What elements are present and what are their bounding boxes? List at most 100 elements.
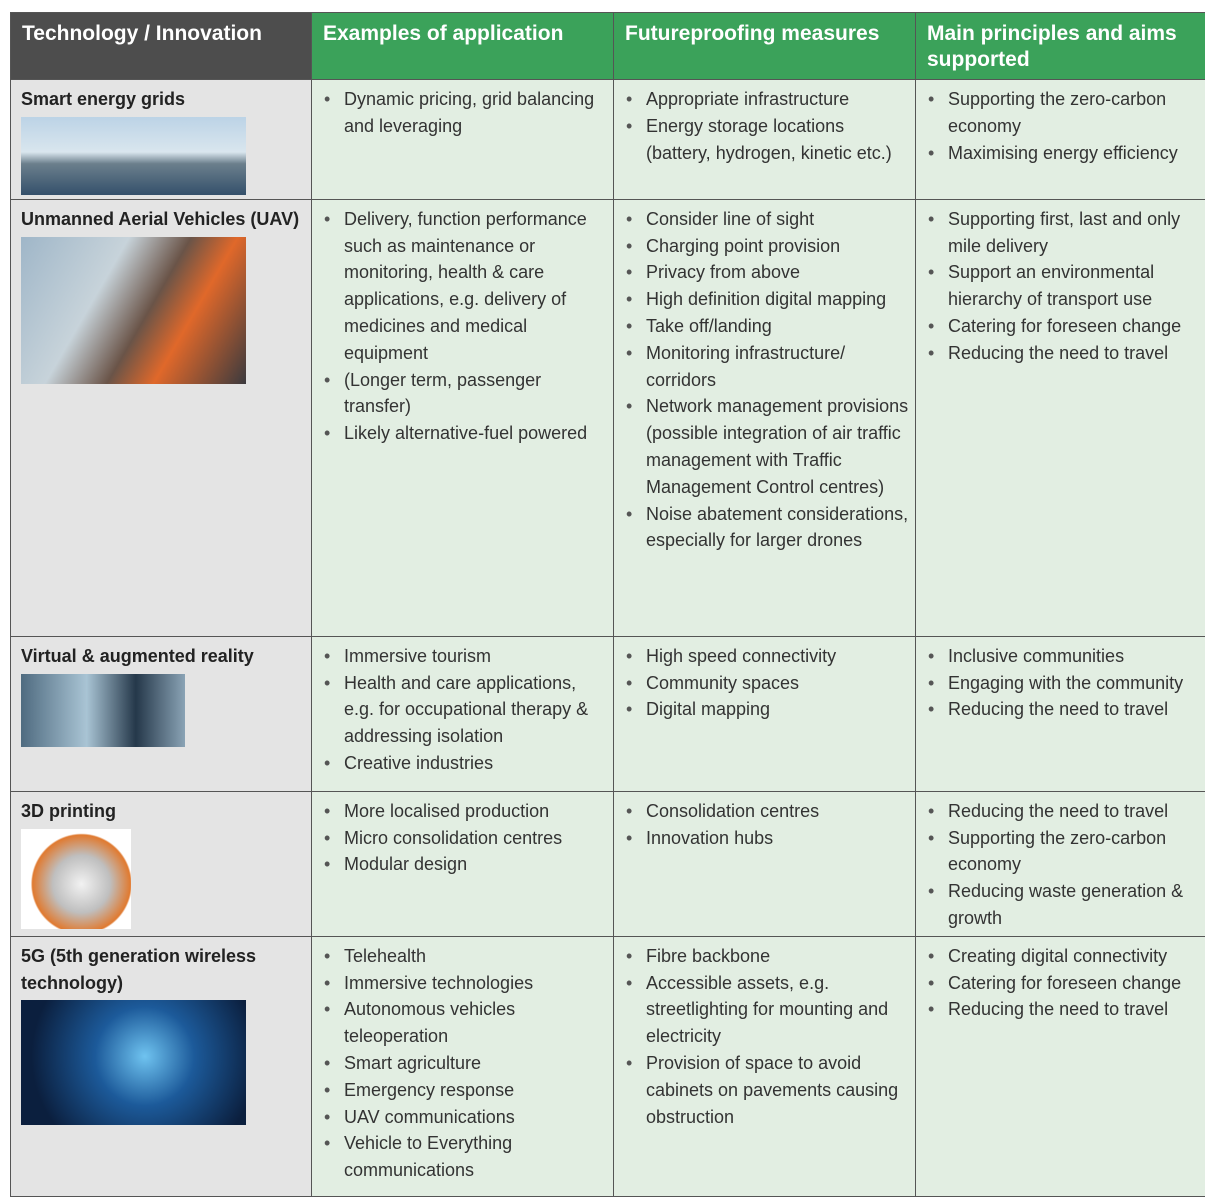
technology-name: Unmanned Aerial Vehicles (UAV) — [21, 206, 305, 233]
table-row: Smart energy grids Dynamic pricing, grid … — [11, 80, 1205, 200]
header-cell: Technology / Innovation — [11, 13, 312, 80]
list-item: Consolidation centres — [646, 798, 909, 825]
list-item: Likely alternative-fuel powered — [344, 420, 607, 447]
list-item: Monitoring infrastructure/ corridors — [646, 340, 909, 394]
list-item: Engaging with the community — [948, 670, 1199, 697]
list-item: Supporting the zero-carbon economy — [948, 825, 1199, 879]
principles-list: Creating digital connectivityCatering fo… — [926, 943, 1199, 1023]
table-row: 5G (5th generation wireless technology)T… — [11, 936, 1205, 1196]
list-item: High definition digital mapping — [646, 286, 909, 313]
list-item: Smart agriculture — [344, 1050, 607, 1077]
examples-list: Delivery, function performance such as m… — [322, 206, 607, 447]
list-item: Micro consolidation centres — [344, 825, 607, 852]
principles-cell: Supporting the zero-carbon economyMaximi… — [916, 80, 1205, 200]
technology-cell: 3D printing — [11, 791, 312, 936]
principles-cell: Supporting first, last and only mile del… — [916, 199, 1205, 636]
examples-cell: TelehealthImmersive technologiesAutonomo… — [312, 936, 614, 1196]
list-item: (Longer term, passenger transfer) — [344, 367, 607, 421]
technology-cell: Smart energy grids — [11, 80, 312, 200]
list-item: Energy storage locations (battery, hydro… — [646, 113, 909, 167]
measures-list: Fibre backboneAccessible assets, e.g. st… — [624, 943, 909, 1131]
list-item: Accessible assets, e.g. streetlighting f… — [646, 970, 909, 1050]
measures-cell: Fibre backboneAccessible assets, e.g. st… — [614, 936, 916, 1196]
list-item: Reducing waste generation & growth — [948, 878, 1199, 932]
list-item: Emergency response — [344, 1077, 607, 1104]
list-item: Consider line of sight — [646, 206, 909, 233]
measures-cell: Appropriate infrastructureEnergy storage… — [614, 80, 916, 200]
principles-list: Supporting first, last and only mile del… — [926, 206, 1199, 367]
list-item: Support an environmental hierarchy of tr… — [948, 259, 1199, 313]
examples-cell: Delivery, function performance such as m… — [312, 199, 614, 636]
list-item: Inclusive communities — [948, 643, 1199, 670]
list-item: Autonomous vehicles teleoperation — [344, 996, 607, 1050]
measures-list: Appropriate infrastructureEnergy storage… — [624, 86, 909, 166]
list-item: More localised production — [344, 798, 607, 825]
list-item: Reducing the need to travel — [948, 340, 1199, 367]
list-item: Immersive technologies — [344, 970, 607, 997]
list-item: Immersive tourism — [344, 643, 607, 670]
list-item: Reducing the need to travel — [948, 798, 1199, 825]
list-item: Vehicle to Everything communications — [344, 1130, 607, 1184]
header-cell: Examples of application — [312, 13, 614, 80]
table-row: 3D printing More localised productionMicr… — [11, 791, 1205, 936]
examples-list: Immersive tourismHealth and care applica… — [322, 643, 607, 777]
measures-list: Consolidation centresInnovation hubs — [624, 798, 909, 852]
principles-cell: Inclusive communitiesEngaging with the c… — [916, 636, 1205, 791]
list-item: Charging point provision — [646, 233, 909, 260]
list-item: Appropriate infrastructure — [646, 86, 909, 113]
principles-list: Reducing the need to travelSupporting th… — [926, 798, 1199, 932]
list-item: Delivery, function performance such as m… — [344, 206, 607, 367]
measures-list: Consider line of sightCharging point pro… — [624, 206, 909, 554]
principles-list: Supporting the zero-carbon economyMaximi… — [926, 86, 1199, 166]
list-item: UAV communications — [344, 1104, 607, 1131]
technology-name: 5G (5th generation wireless technology) — [21, 943, 305, 997]
technology-image — [21, 117, 246, 195]
examples-list: Dynamic pricing, grid balancing and leve… — [322, 86, 607, 140]
list-item: Digital mapping — [646, 696, 909, 723]
table-body: Smart energy grids Dynamic pricing, grid … — [11, 80, 1205, 1197]
list-item: Fibre backbone — [646, 943, 909, 970]
list-item: Noise abatement considerations, especial… — [646, 501, 909, 555]
examples-cell: Immersive tourismHealth and care applica… — [312, 636, 614, 791]
list-item: Dynamic pricing, grid balancing and leve… — [344, 86, 607, 140]
technology-name: Smart energy grids — [21, 86, 305, 113]
list-item: Telehealth — [344, 943, 607, 970]
list-item: Provision of space to avoid cabinets on … — [646, 1050, 909, 1130]
technology-image — [21, 674, 185, 747]
technology-cell: Virtual & augmented reality — [11, 636, 312, 791]
list-item: Supporting the zero-carbon economy — [948, 86, 1199, 140]
list-item: Network management provisions (possible … — [646, 393, 909, 500]
list-item: Privacy from above — [646, 259, 909, 286]
header-cell: Main principles and aims supported — [916, 13, 1205, 80]
table-row: Virtual & augmented reality Immersive tou… — [11, 636, 1205, 791]
list-item: Supporting first, last and only mile del… — [948, 206, 1199, 260]
list-item: Take off/landing — [646, 313, 909, 340]
measures-list: High speed connectivityCommunity spacesD… — [624, 643, 909, 723]
technology-name: 3D printing — [21, 798, 305, 825]
measures-cell: High speed connectivityCommunity spacesD… — [614, 636, 916, 791]
list-item: Health and care applications, e.g. for o… — [344, 670, 607, 750]
list-item: Catering for foreseen change — [948, 313, 1199, 340]
list-item: Reducing the need to travel — [948, 696, 1199, 723]
technology-image — [21, 237, 246, 384]
measures-cell: Consider line of sightCharging point pro… — [614, 199, 916, 636]
list-item: Catering for foreseen change — [948, 970, 1199, 997]
list-item: Reducing the need to travel — [948, 996, 1199, 1023]
list-item: Creating digital connectivity — [948, 943, 1199, 970]
list-item: Maximising energy efficiency — [948, 140, 1199, 167]
examples-cell: More localised productionMicro consolida… — [312, 791, 614, 936]
list-item: Community spaces — [646, 670, 909, 697]
header-cell: Futureproofing measures — [614, 13, 916, 80]
principles-cell: Reducing the need to travelSupporting th… — [916, 791, 1205, 936]
technology-image — [21, 1000, 246, 1125]
principles-list: Inclusive communitiesEngaging with the c… — [926, 643, 1199, 723]
examples-list: More localised productionMicro consolida… — [322, 798, 607, 878]
technology-cell: Unmanned Aerial Vehicles (UAV) — [11, 199, 312, 636]
list-item: Creative industries — [344, 750, 607, 777]
technology-name: Virtual & augmented reality — [21, 643, 305, 670]
list-item: Innovation hubs — [646, 825, 909, 852]
principles-cell: Creating digital connectivityCatering fo… — [916, 936, 1205, 1196]
